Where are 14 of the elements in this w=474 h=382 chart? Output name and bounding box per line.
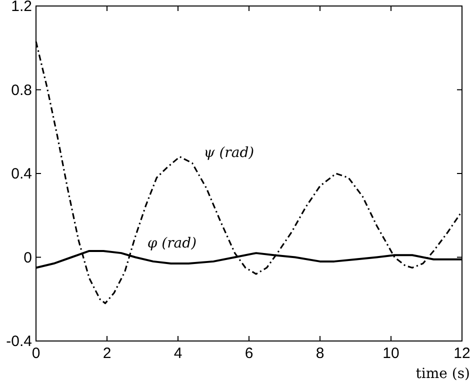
- x-tick-label: 12: [454, 345, 470, 362]
- y-tick-label: 1.2: [11, 0, 32, 15]
- series-label: ψ (rad): [204, 144, 254, 161]
- x-tick-label: 2: [102, 345, 112, 362]
- x-tick-label: 8: [316, 345, 324, 362]
- y-tick-label: -0.4: [6, 333, 32, 350]
- y-tick-label: 0.4: [11, 166, 32, 182]
- y-tick-label: 0.8: [11, 82, 32, 99]
- series-label: φ (rad): [147, 235, 197, 252]
- y-tick-label: 0: [24, 249, 32, 266]
- x-axis-title: time (s): [416, 366, 470, 382]
- x-tick-label: 6: [244, 345, 254, 362]
- x-tick-label: 10: [382, 345, 400, 362]
- x-tick-label: 4: [174, 345, 182, 362]
